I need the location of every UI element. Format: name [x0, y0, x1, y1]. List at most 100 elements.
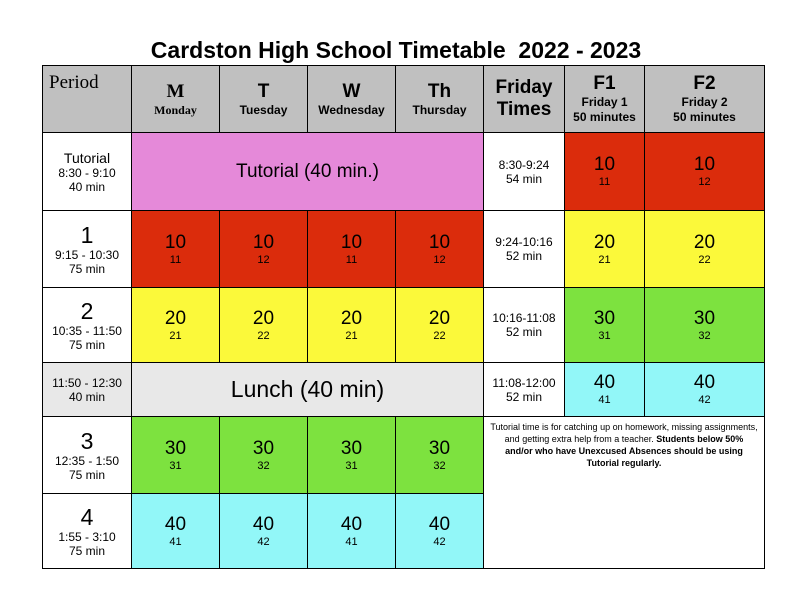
tutorial-note-bold: Students below 50% and/or who have Unexc… [505, 434, 744, 468]
day-header-name: Tuesday [239, 102, 288, 117]
block-number: 20 [164, 307, 187, 329]
period-cell-3: 3 12:35 - 1:50 75 min [42, 416, 132, 494]
class-block: 40 41 [131, 493, 220, 569]
class-block: 30 31 [131, 416, 220, 494]
friday-block-f2: 30 32 [644, 287, 765, 363]
block-sub-number: 41 [598, 394, 611, 406]
day-header-wednesday: W Wednesday [307, 65, 396, 133]
block-number: 30 [693, 307, 716, 329]
block-number: 10 [593, 154, 616, 175]
f2-header-line2: 50 minutes [673, 110, 736, 124]
tutorial-block-label: Tutorial (40 min.) [236, 160, 379, 182]
block-number: 30 [340, 437, 363, 459]
period-length: 75 min [68, 467, 106, 482]
block-number: 40 [340, 513, 363, 535]
period-time: 1:55 - 3:10 [58, 529, 116, 544]
block-sub-number: 31 [345, 459, 358, 472]
tutorial-note: Tutorial time is for catching up on home… [483, 416, 765, 569]
friday-block-f2: 20 22 [644, 210, 765, 288]
block-sub-number: 12 [257, 253, 270, 266]
day-header-thursday: Th Thursday [395, 65, 484, 133]
block-sub-number: 11 [345, 253, 358, 266]
day-header-name: Thursday [412, 102, 467, 117]
block-sub-number: 12 [698, 176, 711, 188]
block-sub-number: 11 [169, 253, 182, 266]
lunch-time-cell: 11:50 - 12:30 40 min [42, 362, 132, 417]
block-sub-number: 42 [257, 535, 270, 548]
friday-length: 52 min [505, 325, 543, 339]
block-sub-number: 42 [433, 535, 446, 548]
friday-block-f1: 20 21 [564, 210, 645, 288]
friday-times-line1: Friday [495, 77, 553, 98]
class-block: 40 42 [395, 493, 484, 569]
day-header-abbrev: W [342, 80, 361, 102]
block-number: 30 [252, 437, 275, 459]
friday-time-cell: 8:30-9:24 54 min [483, 132, 565, 211]
period-number: 2 [80, 297, 94, 324]
class-block: 20 22 [219, 287, 308, 363]
block-number: 10 [693, 154, 716, 175]
period-cell-2: 2 10:35 - 11:50 75 min [42, 287, 132, 363]
block-number: 20 [693, 231, 716, 253]
period-time: 9:15 - 10:30 [54, 247, 120, 262]
period-number: 3 [80, 427, 94, 454]
class-block: 40 42 [219, 493, 308, 569]
class-block: 10 12 [219, 210, 308, 288]
period-header-label: Period [49, 72, 99, 93]
friday-times-line2: Times [496, 99, 552, 120]
class-block: 30 31 [307, 416, 396, 494]
friday-block-f1: 30 31 [564, 287, 645, 363]
friday-time: 10:16-11:08 [492, 311, 556, 325]
block-sub-number: 32 [698, 329, 711, 342]
block-sub-number: 22 [433, 329, 446, 342]
class-block: 10 11 [307, 210, 396, 288]
friday-block-f1: 40 41 [564, 362, 645, 417]
day-header-monday: M Monday [131, 65, 220, 133]
block-number: 20 [428, 307, 451, 329]
period-length: 75 min [68, 543, 106, 558]
block-sub-number: 21 [345, 329, 358, 342]
friday-block-f2: 40 42 [644, 362, 765, 417]
period-header: Period [42, 65, 132, 133]
block-sub-number: 12 [433, 253, 446, 266]
period-number: 1 [80, 221, 94, 248]
day-header-abbrev: T [257, 80, 270, 102]
friday-time-cell: 10:16-11:08 52 min [483, 287, 565, 363]
day-header-abbrev: M [166, 80, 185, 102]
period-time: 8:30 - 9:10 [58, 165, 116, 180]
block-number: 40 [693, 372, 716, 393]
friday-length: 52 min [505, 249, 543, 263]
block-sub-number: 21 [598, 253, 611, 266]
block-sub-number: 41 [345, 535, 358, 548]
friday-time-cell: 11:08-12:00 52 min [483, 362, 565, 417]
friday-length: 54 min [505, 171, 543, 186]
block-number: 40 [164, 513, 187, 535]
tutorial-block: Tutorial (40 min.) [131, 132, 484, 211]
friday-time: 11:08-12:00 [492, 375, 556, 390]
period-time: 12:35 - 1:50 [54, 453, 120, 468]
period-length: 40 min [68, 179, 106, 194]
day-header-tuesday: T Tuesday [219, 65, 308, 133]
block-sub-number: 22 [257, 329, 270, 342]
class-block: 20 21 [307, 287, 396, 363]
friday-block-f2: 10 12 [644, 132, 765, 211]
block-number: 20 [340, 307, 363, 329]
block-sub-number: 31 [169, 459, 182, 472]
lunch-time: 11:50 - 12:30 [52, 375, 122, 390]
block-number: 30 [428, 437, 451, 459]
f1-header: F1 Friday 1 50 minutes [564, 65, 645, 133]
period-cell-4: 4 1:55 - 3:10 75 min [42, 493, 132, 569]
friday-time: 9:24-10:16 [495, 235, 553, 249]
block-number: 10 [252, 231, 275, 253]
f1-header-abbrev: F1 [593, 73, 616, 94]
block-number: 20 [252, 307, 275, 329]
day-header-abbrev: Th [427, 80, 452, 102]
period-length: 75 min [68, 261, 106, 276]
block-sub-number: 11 [598, 176, 611, 188]
friday-length: 52 min [505, 389, 543, 404]
period-time: 10:35 - 11:50 [52, 323, 122, 338]
block-sub-number: 22 [698, 253, 711, 266]
block-number: 10 [340, 231, 363, 253]
block-sub-number: 32 [433, 459, 446, 472]
period-cell-1: 1 9:15 - 10:30 75 min [42, 210, 132, 288]
